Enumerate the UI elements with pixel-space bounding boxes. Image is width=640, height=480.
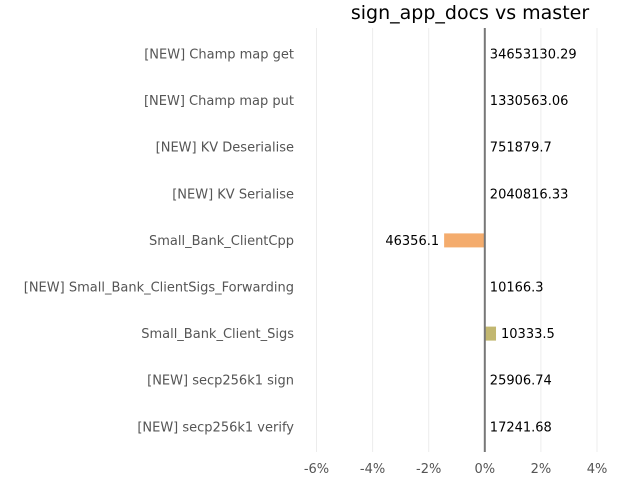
- value-label: 17241.68: [490, 420, 552, 435]
- bar: [444, 233, 485, 248]
- value-label: 34653130.29: [490, 48, 577, 63]
- x-tick-label: 2%: [531, 462, 552, 477]
- value-label: 10333.5: [501, 327, 555, 342]
- grid-lines: [316, 28, 598, 452]
- value-label: 2040816.33: [490, 187, 569, 202]
- category-label: [NEW] Champ map get: [144, 48, 294, 63]
- x-tick-label: 0%: [474, 462, 495, 477]
- category-label: Small_Bank_Client_Sigs: [141, 327, 294, 342]
- value-label: 25906.74: [490, 374, 552, 389]
- x-tick-label: -4%: [360, 462, 385, 477]
- bars: [444, 233, 497, 341]
- bar: [484, 326, 497, 341]
- category-label: Small_Bank_ClientCpp: [149, 234, 294, 249]
- value-label: 46356.1: [385, 234, 439, 249]
- value-label: 1330563.06: [490, 94, 569, 109]
- category-label: [NEW] secp256k1 verify: [137, 420, 294, 435]
- value-label: 751879.7: [490, 141, 552, 156]
- category-label: [NEW] KV Deserialise: [156, 141, 294, 156]
- x-tick-label: 4%: [587, 462, 608, 477]
- value-label: 10166.3: [490, 281, 544, 296]
- x-tick-label: -2%: [416, 462, 441, 477]
- category-labels: [NEW] Champ map get [NEW] Champ map put [N…: [24, 48, 295, 436]
- x-tick-label: -6%: [304, 462, 329, 477]
- category-label: [NEW] Small_Bank_ClientSigs_Forwarding: [24, 281, 294, 296]
- category-label: [NEW] secp256k1 sign: [147, 374, 294, 389]
- category-label: [NEW] KV Serialise: [172, 187, 294, 202]
- value-labels: 34653130.29 1330563.06 751879.7 2040816.33 4…: [385, 48, 576, 436]
- x-tick-labels: -6% -4% -2% 0% 2% 4%: [304, 462, 607, 477]
- category-label: [NEW] Champ map put: [144, 94, 294, 109]
- chart-title: sign_app_docs vs master: [351, 2, 589, 24]
